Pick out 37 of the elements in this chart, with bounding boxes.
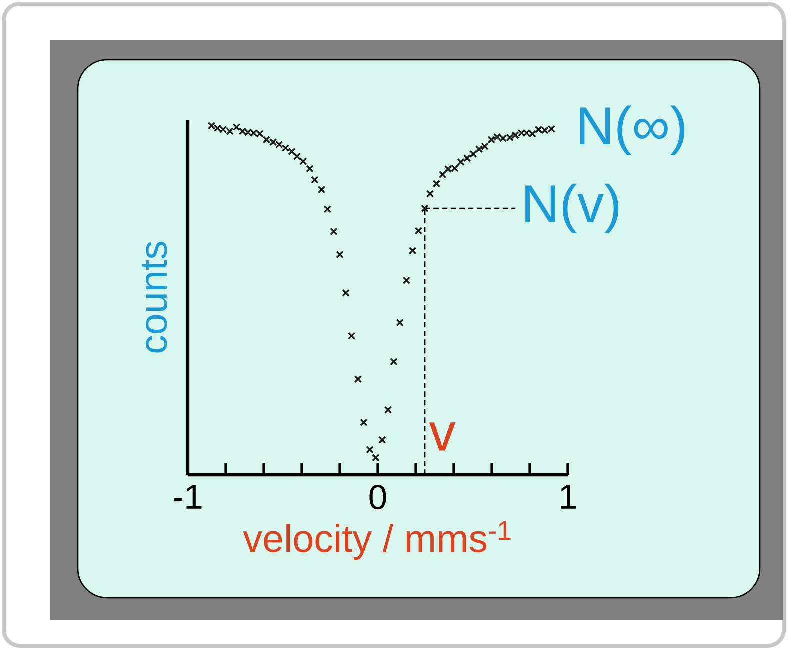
point: [457, 158, 465, 166]
point: [348, 332, 356, 340]
ref-line-label: N(v): [526, 184, 619, 234]
point: [299, 158, 308, 166]
point: [306, 164, 314, 173]
text: N(∞): [580, 106, 685, 156]
ref-line-label: v: [429, 422, 456, 451]
point: [421, 204, 429, 213]
x-axis-title: velocity / mms$^{-1}$: [243, 521, 511, 560]
point: [432, 180, 441, 188]
point: [360, 418, 368, 427]
point: [396, 318, 404, 327]
x-tick-label: 1: [561, 485, 576, 509]
point: [293, 152, 302, 161]
point: [366, 446, 374, 454]
point: [384, 406, 392, 414]
point: [232, 123, 241, 132]
point: [408, 247, 417, 255]
point: [390, 358, 398, 366]
point: [378, 436, 386, 444]
point: [438, 170, 447, 179]
point: [470, 150, 478, 158]
y-axis-title: counts: [142, 242, 168, 353]
point: [414, 227, 423, 235]
point: [354, 375, 362, 384]
x-tick-label: 0: [370, 485, 386, 510]
x-tick-label: -1: [174, 485, 202, 509]
point: [324, 205, 332, 214]
point: [311, 176, 319, 184]
point: [318, 186, 326, 194]
point: [342, 289, 350, 298]
point: [336, 250, 344, 259]
point: [402, 276, 411, 284]
point: [426, 190, 434, 198]
point: [463, 154, 472, 162]
point: [372, 454, 380, 462]
point: [330, 228, 338, 236]
